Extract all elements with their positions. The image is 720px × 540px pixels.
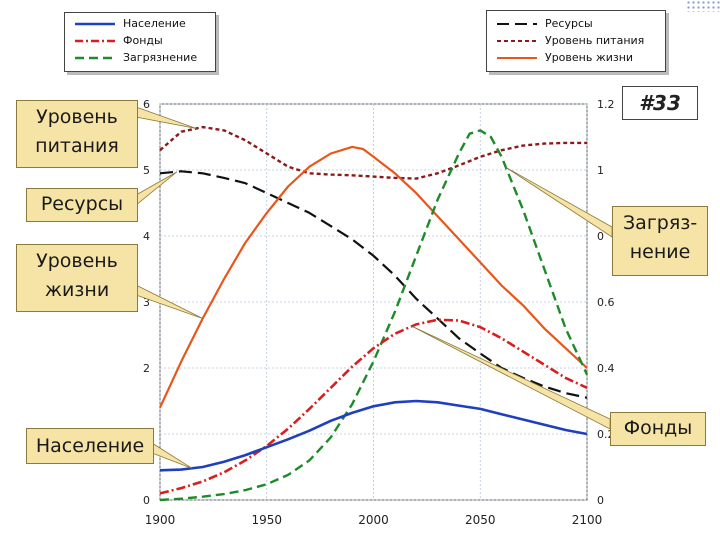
y-left-tick-label: 0 bbox=[143, 494, 150, 507]
callout-pollution-text: Загряз- нение bbox=[623, 212, 698, 263]
legend-swatch bbox=[497, 23, 537, 25]
x-tick-label: 1900 bbox=[145, 513, 176, 527]
series-line-food bbox=[159, 125, 587, 180]
y-left-tick-label: 6 bbox=[143, 98, 150, 111]
legend-label: Уровень жизни bbox=[545, 51, 634, 64]
legend-right: Ресурсы Уровень питания Уровень жизни bbox=[486, 10, 666, 72]
legend-label: Уровень питания bbox=[545, 34, 645, 47]
x-tick-label: 2050 bbox=[465, 513, 496, 527]
y-right-tick-label: 0.4 bbox=[597, 362, 615, 375]
legend-label: Ресурсы bbox=[545, 17, 593, 30]
callout-population: Население bbox=[26, 428, 154, 464]
y-right-tick-label: 0.6 bbox=[597, 296, 615, 309]
legend-left: Население Фонды Загрязнение bbox=[64, 12, 216, 72]
y-left-tick-label: 5 bbox=[143, 164, 150, 177]
y-right-tick-label: 1 bbox=[597, 164, 604, 177]
callout-funds: Фонды bbox=[610, 412, 706, 446]
legend-label: Загрязнение bbox=[123, 51, 198, 64]
y-right-tick-label: 1.2 bbox=[597, 98, 615, 111]
legend-swatch bbox=[75, 22, 115, 26]
legend-label: Фонды bbox=[123, 34, 163, 47]
series-line-pollution bbox=[159, 129, 589, 502]
legend-label: Население bbox=[123, 17, 186, 30]
callout-life-text: Уровень жизни bbox=[36, 250, 118, 301]
y-left-tick-label: 2 bbox=[143, 362, 150, 375]
callout-life: Уровень жизни bbox=[16, 244, 138, 312]
series-line-funds bbox=[159, 318, 588, 495]
x-tick-label: 2000 bbox=[358, 513, 389, 527]
callout-funds-text: Фонды bbox=[623, 417, 693, 439]
series-line-population bbox=[159, 399, 588, 472]
corner-pattern bbox=[686, 0, 720, 12]
callout-resources-text: Ресурсы bbox=[40, 193, 124, 215]
slide-number: #33 bbox=[622, 86, 698, 120]
callout-food: Уровень питания bbox=[16, 100, 138, 168]
legend-swatch bbox=[497, 40, 537, 42]
callout-pollution: Загряз- нение bbox=[612, 206, 708, 276]
callout-population-text: Население bbox=[35, 435, 145, 457]
y-left-tick-label: 4 bbox=[143, 230, 150, 243]
x-tick-label: 1950 bbox=[251, 513, 282, 527]
legend-swatch bbox=[497, 57, 537, 59]
legend-swatch bbox=[75, 56, 115, 60]
series-line-life bbox=[159, 145, 588, 409]
y-right-tick-label: 0 bbox=[597, 230, 604, 243]
callout-food-text: Уровень питания bbox=[35, 106, 119, 157]
x-tick-label: 2100 bbox=[572, 513, 603, 527]
y-right-tick-label: 0 bbox=[597, 494, 604, 507]
callout-resources: Ресурсы bbox=[26, 188, 138, 222]
y-left-tick-label: 3 bbox=[143, 296, 150, 309]
legend-swatch bbox=[75, 39, 115, 43]
